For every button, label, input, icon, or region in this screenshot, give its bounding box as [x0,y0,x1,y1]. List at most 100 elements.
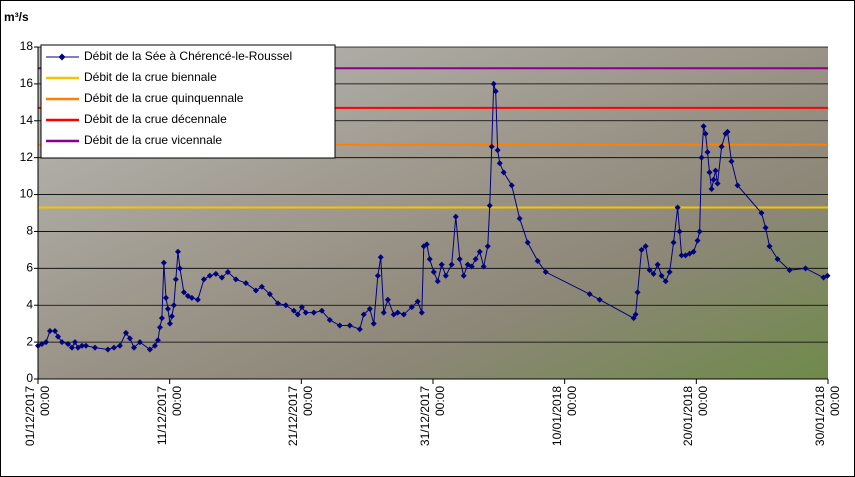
point [708,186,715,193]
point [55,333,62,340]
point [524,239,531,246]
point [126,335,133,342]
point [370,320,377,327]
point [472,256,479,263]
point [206,272,213,279]
point [46,328,53,335]
point [490,80,497,87]
y-tick-label: 12 [20,150,34,164]
point [164,305,171,312]
point [380,309,387,316]
point [468,263,475,270]
point [302,309,309,316]
point [460,272,467,279]
point [596,296,603,303]
point [68,344,75,351]
point [724,128,731,135]
point [122,329,129,336]
point [542,269,549,276]
x-tick-label: 30/01/2018 00:00 [813,386,842,447]
point [586,291,593,298]
point [480,263,487,270]
point [662,278,669,285]
point [508,182,515,189]
point [172,276,179,283]
point [786,267,793,274]
legend-label: Débit de la crue quinquennale [84,91,244,105]
point [194,296,201,303]
point [43,339,50,346]
point [666,269,673,276]
legend-label: Débit de la crue décennale [84,112,227,126]
point [336,322,343,329]
point [456,256,463,263]
point [492,88,499,95]
y-tick-label: 2 [26,334,33,348]
point [294,311,301,318]
point [170,302,177,309]
point [802,265,809,272]
point [714,180,721,187]
point [232,276,239,283]
point [670,239,677,246]
point [180,289,187,296]
point [718,143,725,150]
point [274,300,281,307]
x-tick-label: 10/01/2018 00:00 [549,386,579,447]
point [130,344,137,351]
point [162,294,169,301]
point [200,276,207,283]
point [476,248,483,255]
point [696,228,703,235]
point [634,289,641,296]
point [642,243,649,250]
point [484,243,491,250]
point [51,328,58,335]
point [500,169,507,176]
point [678,252,685,259]
point [448,261,455,268]
point [310,309,317,316]
point [356,326,363,333]
point [646,267,653,274]
point [534,257,541,264]
y-axis-label: m³/s [4,10,29,24]
point [188,294,195,301]
point [710,176,717,183]
point [762,224,769,231]
point [430,269,437,276]
point [824,272,831,279]
point [252,287,259,294]
y-tick-label: 6 [26,261,33,275]
x-tick-label: 11/12/2017 00:00 [154,386,184,446]
point [706,169,713,176]
point [266,291,273,298]
point [423,241,430,248]
point [494,147,501,154]
point [704,149,711,156]
point [758,210,765,216]
point [174,248,181,255]
point [438,261,445,268]
plot [35,80,831,353]
point [674,204,681,211]
point [160,259,167,266]
point [676,228,683,235]
point [212,270,219,277]
legend: Débit de la Sée à Chérencé-le-Roussel Déb… [40,44,336,159]
legend-label: Débit de la Sée à Chérencé-le-Roussel [84,49,292,63]
point [698,154,705,161]
point [82,342,89,349]
point [168,313,175,320]
point [694,237,701,244]
point [734,182,741,189]
point [158,315,165,322]
point [394,309,401,316]
legend-label: Débit de la crue vicennale [84,133,222,147]
point [426,256,433,263]
point [65,340,72,347]
x-tick-label: 21/12/2017 00:00 [286,386,316,447]
point [298,304,305,311]
